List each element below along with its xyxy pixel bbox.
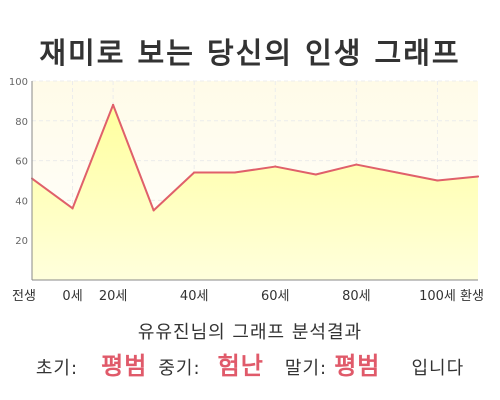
life-data-point	[355, 164, 357, 166]
analysis-subtitle: 유유진님의 그래프 분석결과	[0, 318, 500, 344]
x-tick-label: 100세	[419, 289, 456, 304]
mid-label: 중기:	[158, 354, 200, 380]
analysis-result: 초기: 평범 중기: 험난 말기: 평범 입니다	[0, 346, 500, 381]
x-tick-label: 40세	[180, 289, 209, 304]
late-label: 말기:	[285, 354, 327, 380]
early-value: 평범	[101, 346, 147, 381]
mid-value: 험난	[218, 346, 264, 381]
x-tick-label: 0세	[62, 289, 82, 304]
x-tick-label: 80세	[342, 289, 371, 304]
y-tick-label: 100	[9, 77, 28, 88]
life-data-point	[112, 104, 114, 106]
y-tick-label: 20	[15, 236, 28, 247]
life-data-point	[396, 172, 398, 174]
life-data-point	[436, 180, 438, 182]
life-data-point	[193, 172, 195, 174]
y-tick-label: 40	[15, 196, 28, 207]
x-tick-label: 60세	[261, 289, 290, 304]
life-data-point	[477, 176, 479, 178]
early-label: 초기:	[36, 354, 78, 380]
ending-text: 입니다	[411, 354, 464, 380]
life-data-point	[234, 172, 236, 174]
life-data-point	[72, 207, 74, 209]
life-data-point	[153, 209, 155, 211]
life-graph-chart: 20 40 60 80 100 전생 0세 20세 40세 60세 80세 100세 환생	[0, 0, 500, 310]
life-data-point	[315, 174, 317, 176]
x-tick-label: 20세	[99, 289, 128, 304]
late-value: 평범	[334, 346, 380, 381]
y-tick-label: 60	[15, 157, 28, 168]
x-tick-label: 전생	[12, 289, 36, 304]
y-tick-label: 80	[15, 117, 28, 128]
life-data-point	[274, 166, 276, 168]
x-tick-label: 환생	[460, 289, 484, 304]
